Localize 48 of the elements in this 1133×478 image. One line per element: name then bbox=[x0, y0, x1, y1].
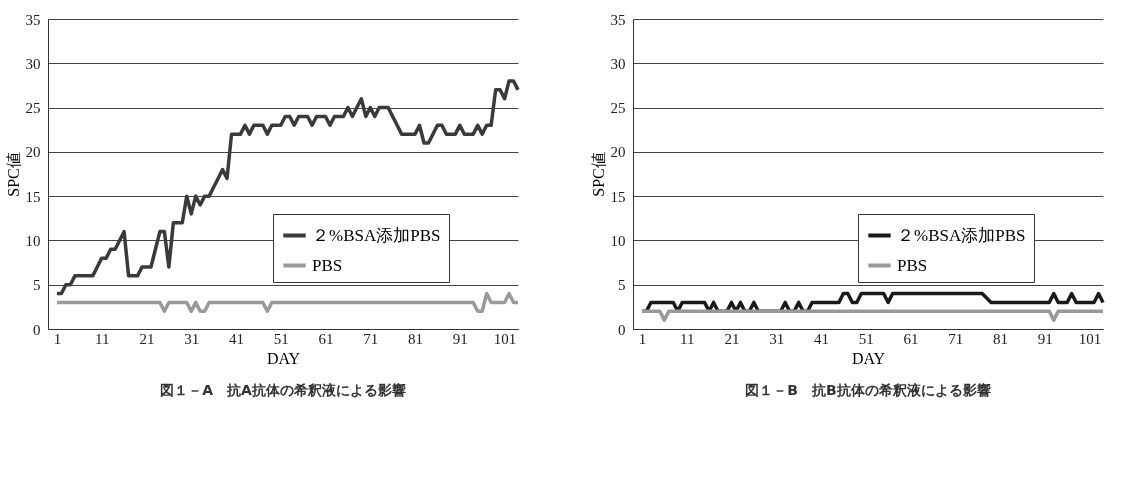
y-tick-label: 35 bbox=[25, 11, 41, 28]
y-tick-label: 0 bbox=[33, 321, 41, 338]
x-tick-label: 31 bbox=[184, 330, 200, 347]
text: 図１－B 抗B抗体の希釈液による影響 bbox=[745, 382, 991, 398]
y-tick-label: 35 bbox=[610, 11, 626, 28]
x-tick-label: 41 bbox=[814, 330, 829, 347]
y-tick-label: 15 bbox=[610, 188, 626, 205]
x-tick-label: 91 bbox=[452, 330, 468, 347]
x-tick-label: 51 bbox=[273, 330, 289, 347]
x-tick-label: 61 bbox=[318, 330, 334, 347]
y-axis-title: SPC値 bbox=[4, 152, 22, 197]
x-tick-label: 61 bbox=[903, 330, 919, 347]
x-tick-label: 101 bbox=[493, 330, 517, 347]
x-tick-label: 11 bbox=[679, 330, 695, 347]
x-tick-label: 101 bbox=[1078, 330, 1102, 347]
y-tick-label: 10 bbox=[610, 232, 626, 249]
y-tick-label: 30 bbox=[610, 55, 626, 72]
x-tick-label: 71 bbox=[363, 330, 379, 347]
y-tick-label: 25 bbox=[25, 100, 41, 117]
y-tick-label: 20 bbox=[25, 144, 41, 161]
y-tick-label: 25 bbox=[610, 100, 626, 117]
legend-label: ２%BSA添加PBS bbox=[312, 225, 441, 245]
x-tick-label: 51 bbox=[858, 330, 874, 347]
x-tick-label: 1 bbox=[638, 330, 647, 347]
legend-label: PBS bbox=[312, 255, 343, 275]
x-tick-label: 21 bbox=[724, 330, 740, 347]
x-tick-label: 91 bbox=[1037, 330, 1053, 347]
x-tick-label: 31 bbox=[769, 330, 785, 347]
x-tick-label: 81 bbox=[408, 330, 424, 347]
x-tick-label: 21 bbox=[139, 330, 155, 347]
x-tick-label: 71 bbox=[948, 330, 964, 347]
y-tick-label: 0 bbox=[618, 321, 626, 338]
x-axis-title: DAY bbox=[851, 349, 886, 367]
legend-label: ２%BSA添加PBS bbox=[897, 225, 1026, 245]
x-tick-label: 1 bbox=[53, 330, 62, 347]
y-tick-label: 20 bbox=[610, 144, 626, 161]
legend-label: PBS bbox=[897, 255, 928, 275]
x-tick-label: 11 bbox=[94, 330, 110, 347]
x-tick-label: 81 bbox=[993, 330, 1009, 347]
y-tick-label: 5 bbox=[33, 277, 41, 294]
y-tick-label: 5 bbox=[618, 277, 626, 294]
y-tick-label: 30 bbox=[25, 55, 41, 72]
y-tick-label: 15 bbox=[25, 188, 41, 205]
text: 図１－A 抗A抗体の希釈液による影響 bbox=[160, 382, 406, 398]
x-tick-label: 41 bbox=[229, 330, 244, 347]
x-axis-title: DAY bbox=[266, 349, 301, 367]
y-axis-title: SPC値 bbox=[589, 152, 607, 197]
y-tick-label: 10 bbox=[25, 232, 41, 249]
